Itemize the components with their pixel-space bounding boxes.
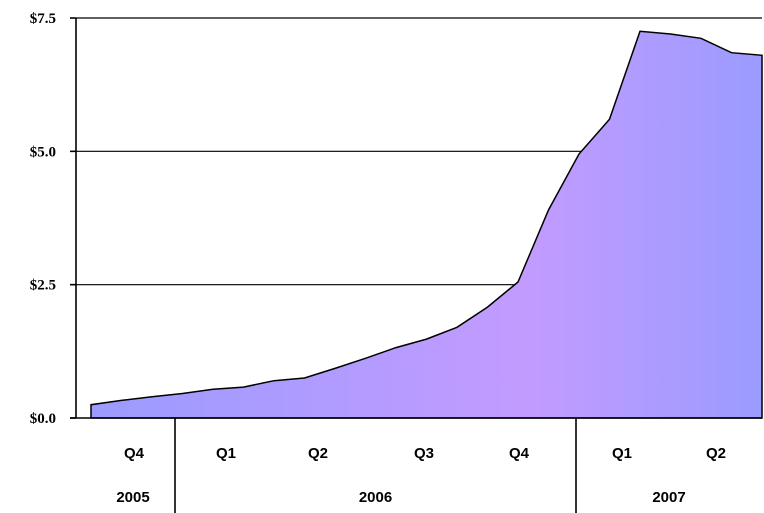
x-tick-quarter: Q2 bbox=[308, 445, 328, 462]
axes bbox=[70, 18, 762, 419]
y-tick-label: $0.0 bbox=[30, 411, 56, 427]
x-axis-ticks: Q4 Q1 Q2 Q3 Q4 Q1 Q2 2005 2006 2007 bbox=[116, 418, 726, 513]
x-tick-quarter: Q1 bbox=[612, 445, 632, 462]
y-tick-label: $5.0 bbox=[30, 144, 56, 160]
x-tick-year: 2005 bbox=[116, 489, 149, 506]
y-tick-label: $7.5 bbox=[30, 11, 56, 27]
y-tick-label: $2.5 bbox=[30, 278, 56, 294]
x-tick-year: 2007 bbox=[652, 489, 685, 506]
y-axis-ticks: $0.0 $2.5 $5.0 $7.5 bbox=[30, 11, 76, 427]
x-tick-quarter: Q3 bbox=[414, 445, 434, 462]
area-series bbox=[90, 30, 763, 419]
x-tick-quarter: Q1 bbox=[216, 445, 236, 462]
x-tick-quarter: Q4 bbox=[509, 445, 530, 462]
x-tick-year: 2006 bbox=[359, 489, 392, 506]
x-tick-quarter: Q4 bbox=[124, 445, 145, 462]
x-tick-quarter: Q2 bbox=[706, 445, 726, 462]
